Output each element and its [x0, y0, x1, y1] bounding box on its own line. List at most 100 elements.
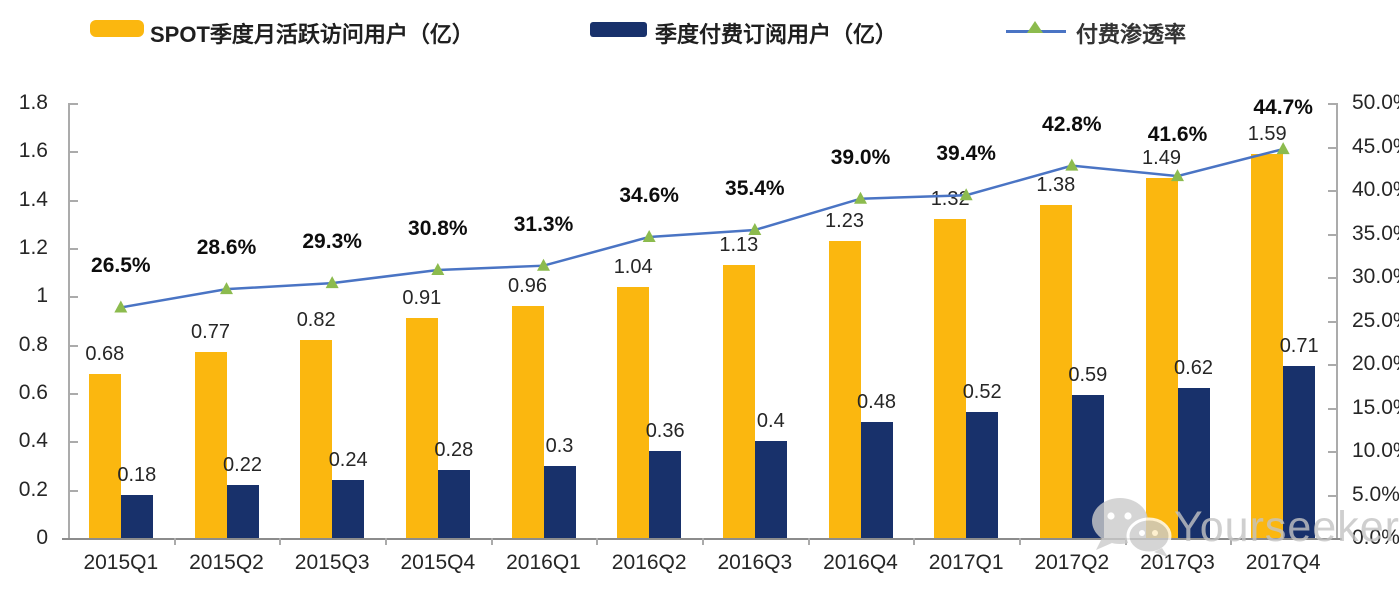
bar-subscribers: [437, 470, 470, 538]
legend-label-subscribers: 季度付费订阅用户（亿）: [655, 22, 898, 47]
bar-mau: [934, 219, 967, 538]
bar-subscribers: [543, 465, 576, 538]
penetration-rate-label: 29.3%: [302, 230, 362, 254]
triangle-marker-icon: [642, 229, 656, 242]
bar-mau: [511, 306, 544, 538]
bar-label-mau: 1.13: [719, 233, 759, 256]
bar-label-subscribers: 0.71: [1279, 335, 1319, 358]
bar-subscribers: [754, 441, 787, 538]
right-axis-tick-label: 50.0%: [1352, 91, 1399, 114]
left-axis-tick: [70, 344, 78, 347]
left-axis-line: [68, 103, 70, 538]
bar-subscribers: [1283, 366, 1316, 538]
bar-mau: [88, 373, 121, 538]
right-axis-tick-label: 40.0%: [1352, 178, 1399, 201]
watermark: Yourseeker: [1086, 494, 1399, 560]
triangle-marker-icon: [431, 263, 445, 276]
bar-label-subscribers: 0.18: [117, 463, 157, 486]
legend-triangle-marker-icon: [1027, 21, 1043, 33]
bar-mau: [828, 240, 861, 538]
bar-subscribers: [332, 480, 365, 538]
bar-mau: [617, 286, 650, 538]
left-axis-tick: [70, 393, 78, 395]
bar-label-mau: 0.77: [191, 320, 230, 343]
penetration-rate-label: 34.6%: [619, 183, 679, 207]
triangle-marker-icon: [325, 276, 339, 289]
left-axis-tick: [70, 441, 78, 444]
bar-label-mau: 1.23: [825, 209, 864, 232]
right-axis-tick: [1328, 364, 1336, 366]
legend-swatch-mau: [90, 20, 144, 37]
bar-subscribers: [226, 484, 259, 538]
left-axis-tick-label: 0.6: [18, 381, 48, 404]
x-axis-tick: [279, 538, 282, 545]
left-axis-tick: [70, 151, 78, 154]
bar-label-subscribers: 0.22: [223, 453, 262, 476]
left-axis-tick: [70, 199, 78, 202]
x-axis-label: 2015Q3: [294, 551, 370, 574]
x-axis-label: 2017Q4: [1245, 551, 1321, 574]
right-axis-tick: [1328, 190, 1336, 192]
right-axis-tick: [1328, 146, 1336, 149]
left-axis-tick: [70, 489, 78, 492]
x-axis-label: 2017Q2: [1034, 551, 1110, 574]
x-axis-label: 2017Q3: [1140, 551, 1215, 574]
left-axis-tick-label: 0: [36, 526, 48, 549]
legend-swatch-subscribers: [590, 22, 647, 37]
x-axis-label: 2017Q1: [928, 551, 1004, 574]
x-axis-tick: [807, 538, 810, 545]
triangle-marker-icon: [220, 282, 233, 295]
penetration-rate-label: 30.8%: [408, 217, 468, 241]
bar-label-subscribers: 0.48: [857, 391, 896, 413]
right-axis-line: [1336, 103, 1338, 538]
bar-label-mau: 1.38: [1036, 173, 1076, 196]
right-axis-tick: [1328, 277, 1336, 279]
penetration-rate-label: 26.5%: [91, 254, 151, 278]
penetration-rate-label: 41.6%: [1147, 123, 1208, 147]
legend-label-mau: SPOT季度月活跃访问用户（亿）: [150, 22, 474, 47]
bar-label-mau: 1.49: [1142, 146, 1181, 169]
left-axis-tick-label: 0.4: [18, 429, 48, 453]
bar-mau: [722, 264, 755, 538]
bar-label-subscribers: 0.28: [434, 439, 474, 462]
left-axis-tick-label: 0.2: [18, 477, 48, 501]
x-axis-label: 2015Q2: [189, 551, 264, 574]
legend-label-penetration: 付费渗透率: [1076, 22, 1187, 47]
bar-label-mau: 0.82: [296, 308, 336, 331]
bar-label-mau: 0.96: [508, 275, 547, 297]
penetration-rate-label: 39.0%: [830, 145, 891, 169]
left-axis-tick-label: 1: [36, 284, 48, 308]
bar-label-mau: 1.04: [613, 255, 653, 278]
left-axis-tick-label: 1.4: [18, 187, 48, 211]
right-axis-tick-label: 25.0%: [1352, 308, 1399, 332]
penetration-rate-label: 35.4%: [725, 177, 785, 201]
bar-subscribers: [1177, 388, 1210, 538]
x-axis-label: 2016Q3: [717, 551, 793, 574]
bar-label-subscribers: 0.24: [328, 449, 368, 471]
penetration-rate-label: 44.7%: [1253, 96, 1313, 120]
penetration-rate-label: 42.8%: [1042, 112, 1102, 136]
right-axis-tick-label: 10.0%: [1352, 439, 1399, 462]
penetration-rate-label: 39.4%: [936, 142, 996, 166]
triangle-marker-icon: [114, 300, 128, 313]
bar-mau: [194, 351, 227, 538]
bar-label-subscribers: 0.59: [1068, 364, 1108, 387]
bar-label-mau: 0.91: [402, 287, 442, 310]
right-axis-tick-label: 20.0%: [1352, 352, 1399, 375]
watermark-text: Yourseeker: [1174, 502, 1399, 551]
bar-label-subscribers: 0.4: [756, 410, 785, 433]
bar-label-mau: 0.68: [85, 342, 125, 365]
penetration-rate-label: 28.6%: [196, 236, 257, 260]
right-axis-tick: [1328, 233, 1336, 236]
triangle-marker-icon: [854, 191, 867, 204]
wechat-icon: [1092, 498, 1172, 557]
x-axis-tick: [1230, 538, 1233, 545]
triangle-marker-icon: [537, 258, 550, 271]
left-axis-tick-label: 1.2: [18, 236, 48, 259]
x-axis-label: 2016Q1: [506, 551, 581, 574]
right-axis-tick-label: 5.0%: [1352, 482, 1399, 506]
left-axis-tick: [70, 103, 78, 105]
penetration-rate-polyline: [120, 147, 1284, 309]
triangle-marker-icon: [1065, 158, 1079, 171]
